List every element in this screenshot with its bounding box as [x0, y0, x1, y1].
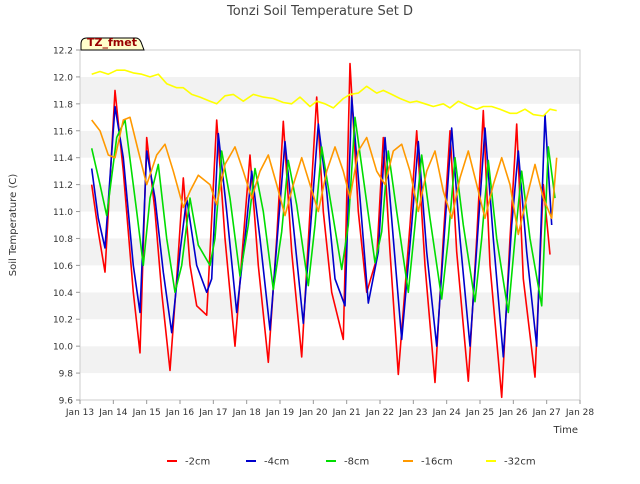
series-line-minus-8cm [90, 116, 556, 314]
y-tick-label: 10.8 [53, 235, 73, 245]
y-tick-label: 12.2 [53, 47, 73, 57]
x-tick-label: Jan 28 [565, 408, 594, 418]
y-tick-label: 11.2 [53, 181, 73, 191]
y-tick-label: 12.0 [53, 73, 73, 83]
legend-item: -16cm [403, 457, 453, 468]
y-tick-label: 10.6 [53, 262, 73, 272]
x-tick-label: Jan 15 [132, 408, 161, 418]
grid-band [80, 130, 580, 158]
y-tick-label: 11.0 [53, 208, 73, 218]
x-tick-label: Jan 24 [432, 408, 461, 418]
legend-item: -8cm [326, 457, 369, 468]
y-tick-label: 9.8 [59, 370, 74, 380]
grid-band [80, 103, 580, 131]
y-tick-label: 10.4 [53, 289, 73, 299]
legend: -2cm -4cm -8cm -16cm -32cm [167, 457, 536, 468]
x-tick-label: Jan 18 [232, 408, 261, 418]
legend-label: -4cm [264, 457, 289, 468]
y-tick-label: 11.8 [53, 100, 73, 110]
grid-band [80, 238, 580, 266]
series-line-minus-16cm [91, 116, 558, 236]
x-axis: Jan 13 Jan 14 Jan 15 Jan 16 Jan 17 Jan 18 Jan … [65, 400, 594, 418]
y-tick-label: 9.6 [59, 397, 74, 407]
grid-band [80, 346, 580, 374]
x-tick-label: Jan 26 [498, 408, 527, 418]
series-line-minus-4cm [90, 96, 553, 358]
legend-item: -32cm [486, 457, 536, 468]
x-tick-label: Jan 21 [332, 408, 361, 418]
legend-item: -4cm [246, 457, 289, 468]
x-tick-label: Jan 19 [265, 408, 294, 418]
y-tick-label: 10.0 [53, 343, 73, 353]
y-axis: 9.6 9.8 10.0 10.2 10.4 10.6 10.8 11.0 11.2 11.4 11… [53, 47, 80, 407]
y-tick-label: 11.4 [53, 154, 73, 164]
x-axis-label: Time [553, 425, 578, 436]
grid-band [80, 76, 580, 104]
x-tick-label: Jan 27 [532, 408, 561, 418]
annotation-tab-shape [80, 37, 145, 51]
x-tick-label: Jan 23 [398, 408, 427, 418]
series-lines [90, 62, 558, 399]
grid-band [80, 50, 580, 77]
x-tick-label: Jan 20 [298, 408, 327, 418]
annotation-label: TZ_fmet [87, 36, 137, 49]
x-tick-label: Jan 14 [98, 408, 127, 418]
plot-area [79, 49, 581, 401]
chart-title: Tonzi Soil Temperature Set D [226, 4, 413, 19]
grid-band [80, 373, 580, 400]
x-tick-label: Jan 25 [465, 408, 494, 418]
tz-fmet-annotation: TZ_fmet [80, 36, 145, 51]
x-tick-label: Jan 16 [165, 408, 194, 418]
legend-label: -32cm [504, 457, 536, 468]
x-tick-label: Jan 13 [65, 408, 94, 418]
legend-label: -16cm [421, 457, 453, 468]
legend-item: -2cm [167, 457, 210, 468]
y-axis-label: Soil Temperature (C) [8, 174, 19, 277]
y-tick-label: 10.2 [53, 316, 73, 326]
series-line-minus-32cm [91, 69, 557, 117]
x-tick-label: Jan 22 [365, 408, 394, 418]
legend-label: -8cm [344, 457, 369, 468]
y-tick-label: 11.6 [53, 127, 73, 137]
legend-label: -2cm [185, 457, 210, 468]
x-tick-label: Jan 17 [198, 408, 227, 418]
